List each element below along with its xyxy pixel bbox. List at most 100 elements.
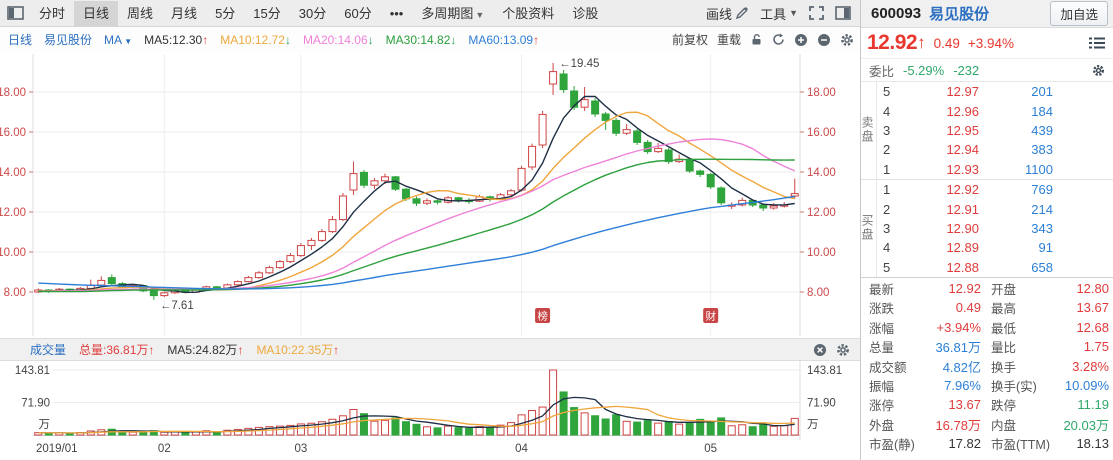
buy-row: 1 12.92 769 xyxy=(877,180,1113,199)
stat-label: 内盘 xyxy=(991,418,1017,433)
svg-text:8.00: 8.00 xyxy=(4,287,26,299)
level-price: 12.96 xyxy=(946,103,979,119)
period-tabs: 分时 日线 周线 月线 5分 15分 30分 60分 ••• 多周期图 ▼ 个股资料 诊股 xyxy=(30,0,607,26)
svg-text:12.00: 12.00 xyxy=(807,207,836,219)
level-number: 2 xyxy=(883,201,891,217)
svg-text:10.00: 10.00 xyxy=(807,247,836,259)
level-volume: 184 xyxy=(1031,103,1053,119)
tab-more-periods[interactable]: ••• xyxy=(389,5,404,21)
level-price: 12.93 xyxy=(946,161,979,177)
svg-text:8.00: 8.00 xyxy=(807,287,829,299)
tab-5min[interactable]: 5分 xyxy=(215,5,236,21)
panel-toggle-icon[interactable] xyxy=(835,6,851,20)
zoom-in-icon[interactable] xyxy=(794,33,808,47)
toolbar-right: 画线 工具 ▼ xyxy=(706,4,860,23)
volume-chart[interactable]: 143.81 143.81 71.90 71.90 万 万 xyxy=(0,360,860,440)
volume-value-labels: 总量:36.81万↑ MA5:24.82万↑ MA10:22.35万↑ xyxy=(79,341,339,358)
gear-icon[interactable] xyxy=(1092,64,1105,77)
level-volume: 439 xyxy=(1031,122,1053,138)
weibi-value: -5.29% xyxy=(903,62,945,78)
list-menu-icon[interactable] xyxy=(1089,37,1105,49)
stat-label: 开盘 xyxy=(991,283,1017,298)
tab-duozhouqitu[interactable]: 多周期图 ▼ xyxy=(421,5,485,21)
main-toolbar: 分时 日线 周线 月线 5分 15分 30分 60分 ••• 多周期图 ▼ 个股资料 诊股 画线 工具 … xyxy=(0,0,860,27)
stat-label: 最高 xyxy=(991,302,1017,317)
tab-zhengu[interactable]: 诊股 xyxy=(572,5,599,21)
level-volume: 343 xyxy=(1031,220,1053,236)
stat-label: 换手 xyxy=(991,360,1017,375)
layout-panel-left-icon[interactable] xyxy=(7,6,24,20)
weibi-row: 委比 -5.29% -232 xyxy=(861,59,1113,82)
fullscreen-icon[interactable] xyxy=(809,6,824,20)
tab-zhouxian[interactable]: 周线 xyxy=(127,5,154,21)
stat-value: 11.19 xyxy=(1077,397,1109,413)
stat-label: 外盘 xyxy=(869,418,895,433)
refresh-icon[interactable] xyxy=(772,33,785,46)
stat-label: 总量 xyxy=(869,341,895,356)
stat-value: 17.82 xyxy=(948,436,981,452)
stat-label: 跌停 xyxy=(991,399,1017,414)
gear-icon[interactable] xyxy=(840,33,854,47)
date-label: 04 xyxy=(515,443,528,455)
draw-line-button[interactable]: 画线 xyxy=(706,4,749,23)
price-chart[interactable]: 8.00 8.00 10.00 10.00 12.00 12.00 14.00 14.00 16… xyxy=(0,52,860,338)
tools-menu[interactable]: 工具 ▼ xyxy=(760,4,798,23)
tab-rixian[interactable]: 日线 xyxy=(74,0,119,26)
stat-value: 4.82亿 xyxy=(942,359,981,375)
ma-value-label-1: MA10:12.72↓ xyxy=(220,33,291,47)
lock-icon[interactable] xyxy=(750,33,763,46)
volume-title[interactable]: 成交量 xyxy=(30,343,67,357)
tab-60min[interactable]: 60分 xyxy=(344,5,372,21)
svg-text:16.00: 16.00 xyxy=(0,127,26,139)
stat-value: +3.94% xyxy=(936,319,981,335)
sell-label: 卖盘 xyxy=(860,82,877,179)
stat-label: 成交额 xyxy=(869,360,907,375)
level-volume: 1100 xyxy=(1025,161,1053,177)
svg-text:万: 万 xyxy=(807,419,819,431)
level-price: 12.97 xyxy=(946,84,979,100)
level-volume: 91 xyxy=(1038,240,1053,256)
chart-header-right: 前复权 重载 xyxy=(672,31,860,48)
add-to-watchlist-button[interactable]: 加自选 xyxy=(1050,1,1108,26)
volume-chart-svg[interactable]: 143.81 143.81 71.90 71.90 万 万 xyxy=(0,360,860,440)
tab-fenshi[interactable]: 分时 xyxy=(39,5,66,21)
stat-label: 最新 xyxy=(869,283,895,298)
stat-value: 16.78万 xyxy=(935,417,981,433)
chevron-down-icon: ▼ xyxy=(789,8,798,18)
stat-row: 涨跌 0.49 最高 13.67 xyxy=(869,298,1109,317)
stat-label: 市盈(静) xyxy=(869,438,915,453)
gear-icon[interactable] xyxy=(836,343,850,357)
last-price: 12.92 xyxy=(867,31,918,54)
level-price: 12.89 xyxy=(946,240,979,256)
stock-name[interactable]: 易见股份 xyxy=(929,6,990,23)
stat-value: 3.28% xyxy=(1072,358,1109,374)
zoom-out-icon[interactable] xyxy=(817,33,831,47)
tab-30min[interactable]: 30分 xyxy=(298,5,327,21)
svg-text:←19.45: ←19.45 xyxy=(559,58,599,70)
ma-text: MA5:12.30 xyxy=(144,32,203,47)
close-circle-icon[interactable] xyxy=(813,343,827,357)
tab-yuexian[interactable]: 月线 xyxy=(171,5,198,21)
stat-value: 10.09% xyxy=(1064,378,1109,394)
ma-value-label-2: MA20:14.06↓ xyxy=(303,33,374,47)
level-number: 5 xyxy=(883,259,891,275)
tab-gegu-ziliao[interactable]: 个股资料 xyxy=(502,5,555,21)
svg-text:财: 财 xyxy=(705,310,716,323)
level-price: 12.88 xyxy=(946,259,979,275)
up-arrow-icon: ↑ xyxy=(202,32,209,47)
reload-button[interactable]: 重载 xyxy=(716,33,741,47)
price-chart-svg[interactable]: 8.00 8.00 10.00 10.00 12.00 12.00 14.00 14.00 16… xyxy=(0,52,860,338)
fq-button[interactable]: 前复权 xyxy=(671,33,708,47)
stock-name-label[interactable]: 易见股份 xyxy=(44,33,93,47)
up-arrow-icon: ↑ xyxy=(148,343,155,357)
sell-row: 5 12.97 201 xyxy=(877,82,1113,101)
down-arrow-icon: ↓ xyxy=(367,32,374,47)
up-arrow-icon: ↑ xyxy=(533,32,540,47)
level-price: 12.95 xyxy=(946,122,979,138)
level-number: 4 xyxy=(883,240,891,256)
svg-text:14.00: 14.00 xyxy=(0,167,26,179)
tab-15min[interactable]: 15分 xyxy=(253,5,281,21)
period-label[interactable]: 日线 xyxy=(8,33,33,47)
ma-menu[interactable]: MA ▼ xyxy=(104,32,133,47)
